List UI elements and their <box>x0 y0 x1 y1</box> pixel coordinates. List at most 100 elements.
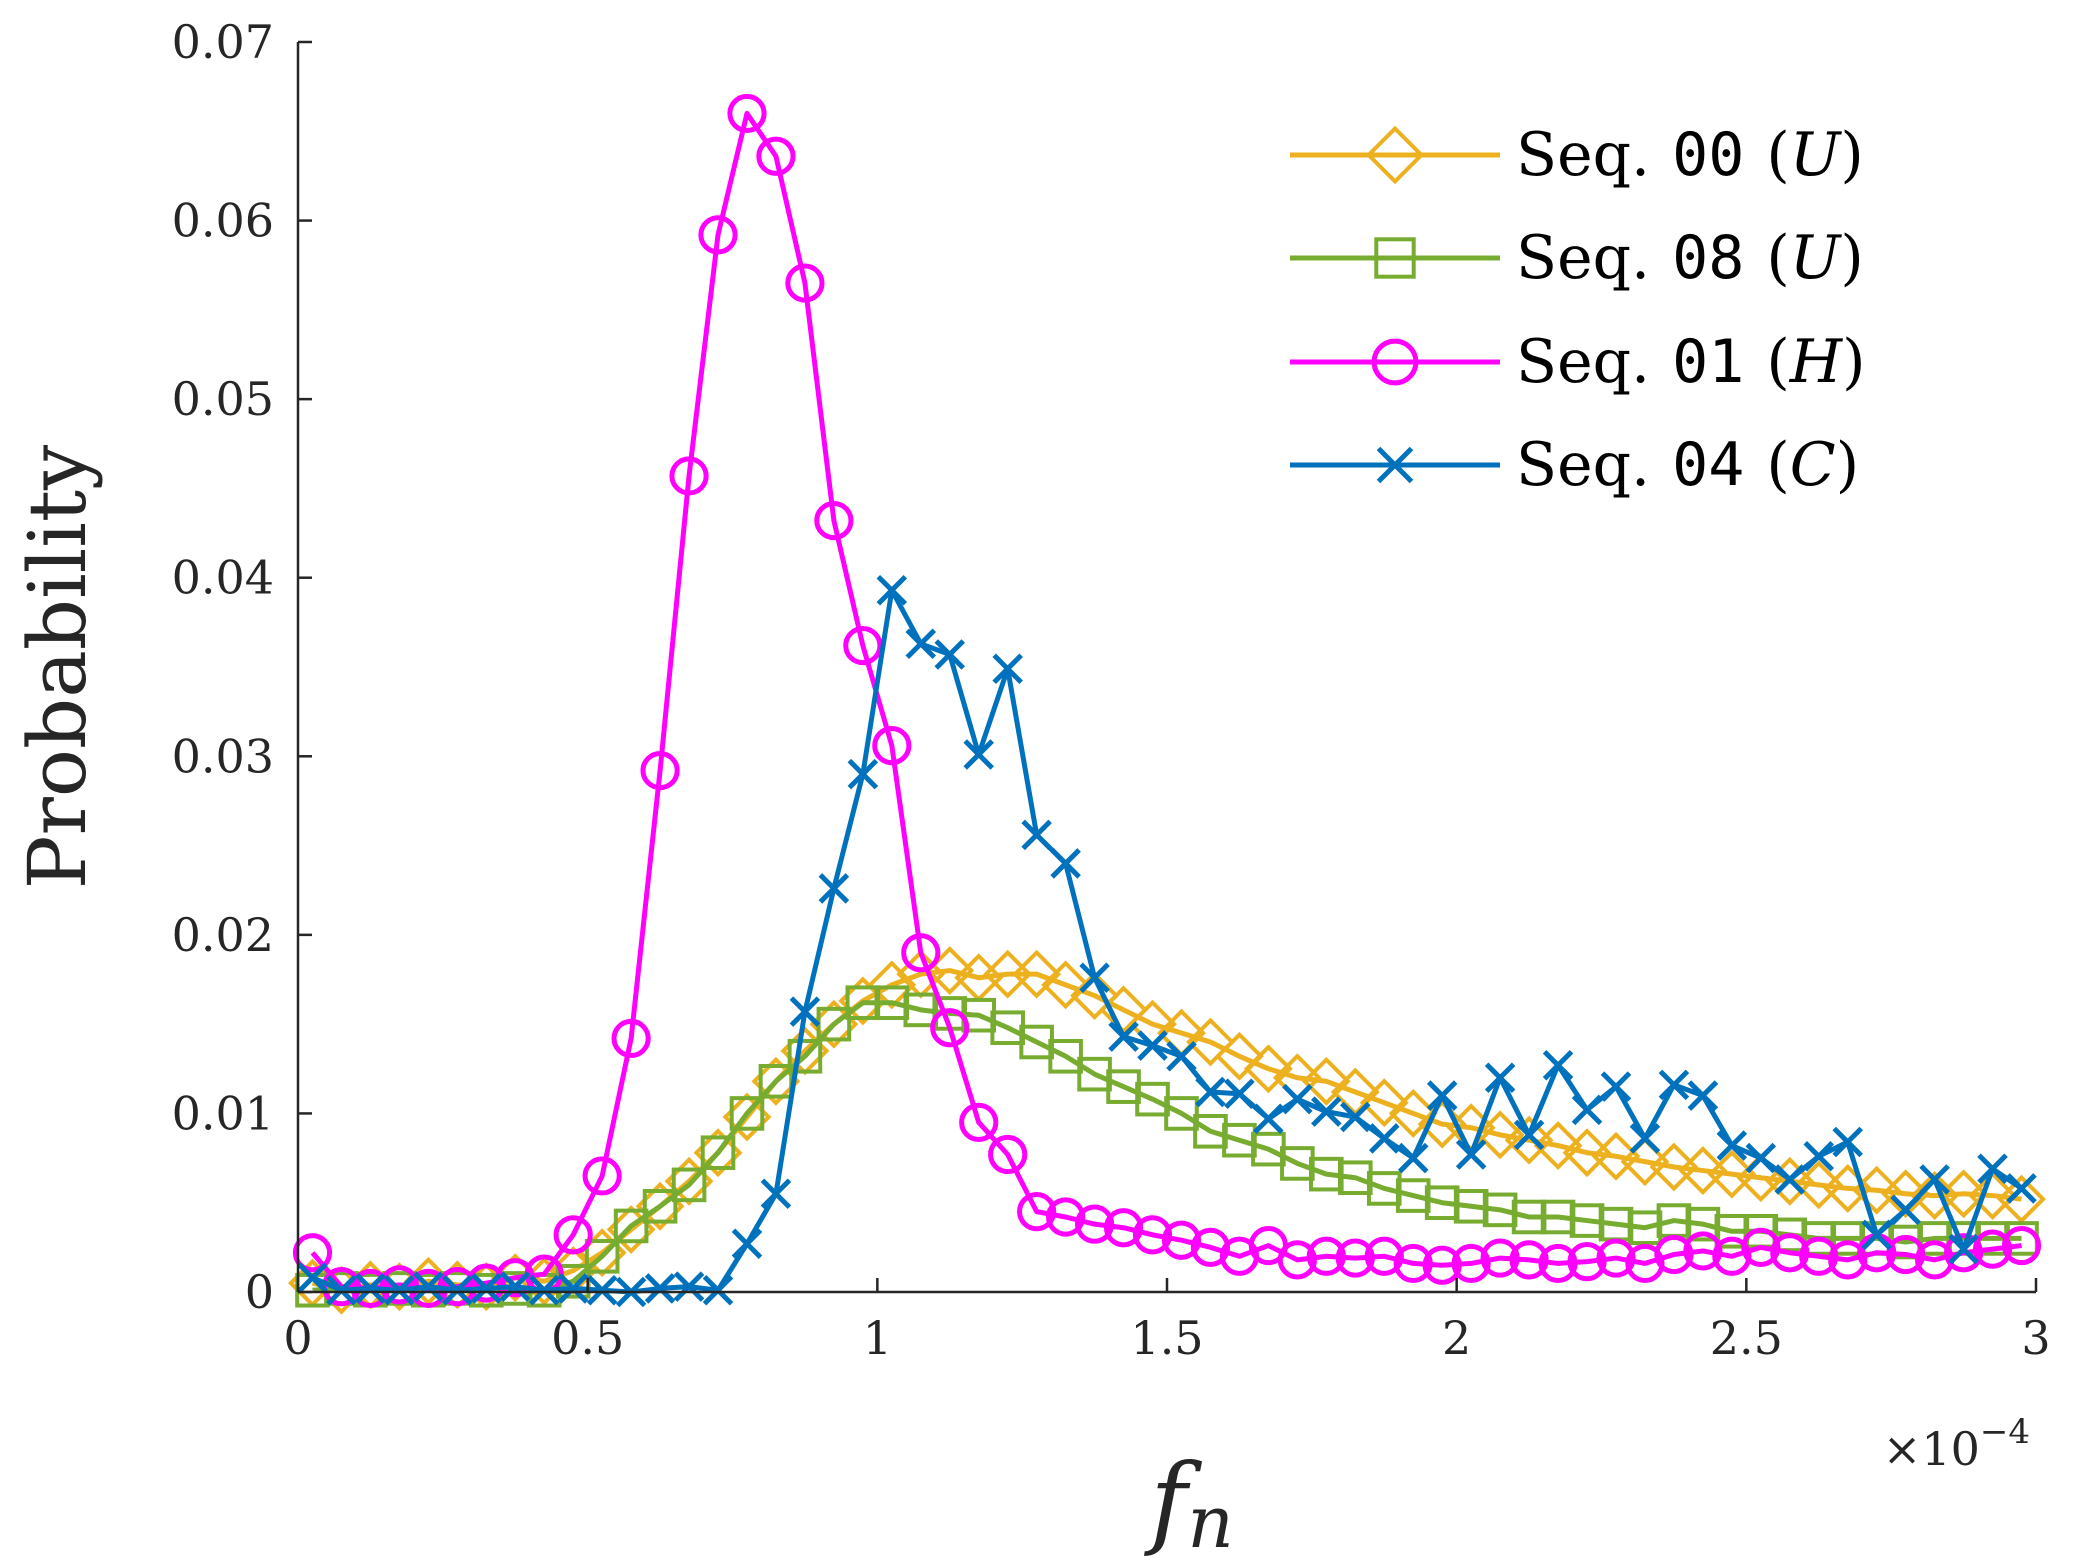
data-point-seq-01 <box>2001 1225 2042 1266</box>
data-point-seq-01 <box>1277 1240 1317 1280</box>
legend-code: 01 <box>1672 327 1744 397</box>
x-tick-label: 0 <box>283 1311 312 1365</box>
x-axis-multiplier: ×10−4 <box>1883 1412 2030 1476</box>
data-point-seq-01 <box>1480 1238 1520 1278</box>
data-point-seq-01 <box>379 1265 419 1305</box>
data-point-seq-04 <box>1600 1071 1632 1102</box>
data-point-seq-04 <box>1890 1194 1921 1226</box>
data-point-seq-01 <box>1046 1197 1086 1237</box>
data-point-seq-00 <box>1504 1115 1554 1165</box>
data-point-seq-01 <box>1654 1234 1694 1275</box>
data-point-seq-04 <box>1513 1119 1545 1151</box>
data-point-seq-04 <box>673 1271 705 1302</box>
legend-entry-seq-04: Seq. 04 (C) <box>1290 430 1859 500</box>
data-point-seq-00 <box>1070 971 1120 1020</box>
y-tick-label: 0.07 <box>172 15 274 69</box>
legend-marker-circle-icon <box>1371 338 1419 386</box>
data-point-seq-04 <box>2006 1173 2037 1204</box>
data-point-seq-04 <box>1832 1126 1863 1158</box>
legend-code: 08 <box>1672 223 1744 293</box>
data-point-seq-08 <box>1164 1096 1199 1131</box>
data-point-seq-00 <box>1243 1044 1293 1094</box>
data-point-seq-00 <box>1591 1131 1641 1181</box>
y-tick-label: 0 <box>245 1265 274 1319</box>
data-point-seq-01 <box>466 1263 506 1303</box>
data-point-seq-04 <box>1803 1141 1835 1172</box>
data-point-seq-01 <box>1886 1234 1926 1275</box>
x-tick-label: 2.5 <box>1710 1311 1783 1365</box>
data-point-seq-04 <box>1426 1080 1458 1111</box>
data-point-seq-01 <box>1538 1243 1578 1284</box>
data-point-seq-01 <box>1103 1208 1144 1248</box>
x-axis-multiplier-exponent: −4 <box>1980 1412 2030 1452</box>
data-point-seq-00 <box>1301 1056 1351 1106</box>
data-point-seq-04 <box>1021 819 1052 851</box>
data-point-seq-08 <box>700 1135 736 1171</box>
data-point-seq-04 <box>326 1274 357 1306</box>
data-point-seq-01 <box>1451 1243 1491 1284</box>
x-axis-multiplier-base: ×10 <box>1883 1422 1980 1476</box>
data-point-seq-04 <box>731 1228 763 1260</box>
data-point-seq-00 <box>1649 1142 1699 1192</box>
data-point-seq-04 <box>934 639 966 670</box>
data-point-seq-01 <box>1132 1215 1173 1255</box>
legend-paren-close: ) <box>1842 327 1865 397</box>
data-point-seq-04 <box>905 628 937 660</box>
data-point-seq-08 <box>584 1238 620 1274</box>
legend-paren-close: ) <box>1836 430 1859 500</box>
y-tick-label: 0.04 <box>172 551 274 605</box>
data-point-seq-04 <box>963 739 994 770</box>
legend-class: H <box>1789 327 1844 397</box>
data-point-seq-01 <box>1828 1240 1868 1280</box>
data-point-seq-01 <box>1161 1220 1202 1260</box>
x-tick-label: 3 <box>2021 1311 2050 1365</box>
data-point-seq-00 <box>1417 1099 1467 1149</box>
x-tick-label: 1 <box>863 1311 892 1365</box>
data-point-seq-01 <box>1017 1192 1057 1232</box>
data-point-seq-01 <box>901 933 941 973</box>
data-point-seq-08 <box>729 1096 765 1131</box>
y-tick-label: 0.05 <box>172 372 274 426</box>
data-point-seq-01 <box>1683 1231 1723 1271</box>
data-point-seq-01 <box>640 750 680 791</box>
data-point-seq-00 <box>1359 1078 1409 1128</box>
data-point-seq-04 <box>1253 1103 1284 1135</box>
x-tick-label: 0.5 <box>551 1311 624 1365</box>
y-ticks: 0 0.01 0.02 0.03 0.04 0.05 0.06 0.07 <box>172 15 312 1319</box>
data-point-seq-04 <box>1716 1130 1748 1161</box>
legend-class: C <box>1790 430 1836 500</box>
data-point-seq-00 <box>1765 1156 1815 1206</box>
legend-code: 00 <box>1672 120 1744 190</box>
data-point-seq-04 <box>384 1274 415 1306</box>
legend-entry-seq-00: Seq. 00 (U) <box>1290 120 1864 190</box>
x-axis-title-subscript: n <box>1187 1480 1233 1563</box>
data-point-seq-00 <box>1533 1121 1583 1170</box>
data-point-seq-04 <box>471 1273 502 1304</box>
data-point-seq-04 <box>1629 1123 1661 1154</box>
data-point-seq-00 <box>1707 1149 1757 1199</box>
data-point-seq-04 <box>1311 1096 1342 1127</box>
y-tick-label: 0.03 <box>172 729 274 783</box>
data-point-seq-04 <box>1224 1078 1255 1110</box>
data-point-seq-01 <box>930 1008 970 1048</box>
axes: 0 0.5 1 1.5 2 2.5 3 00.010.020.030.040.050.060… <box>172 15 2051 1365</box>
data-point-seq-04 <box>1455 1139 1487 1170</box>
x-tick-label: 1.5 <box>1130 1311 1203 1365</box>
data-point-seq-08 <box>613 1208 649 1244</box>
legend-label: Seq. 01 (H) <box>1516 327 1866 397</box>
data-point-seq-04 <box>876 574 908 606</box>
data-point-seq-04 <box>1340 1101 1371 1133</box>
data-point-seq-00 <box>1012 949 1062 999</box>
data-point-seq-04 <box>644 1273 676 1304</box>
data-point-seq-04 <box>499 1271 531 1302</box>
legend-class: U <box>1790 223 1843 293</box>
data-point-seq-01 <box>1972 1229 2013 1269</box>
series-seq-01 <box>292 93 2042 1309</box>
data-point-seq-04 <box>847 758 879 790</box>
data-point-seq-04 <box>1368 1123 1400 1154</box>
data-point-seq-04 <box>1195 1076 1226 1108</box>
data-point-seq-04 <box>1977 1153 2008 1185</box>
legend-paren-close: ) <box>1840 120 1863 190</box>
data-point-seq-04 <box>789 996 821 1027</box>
